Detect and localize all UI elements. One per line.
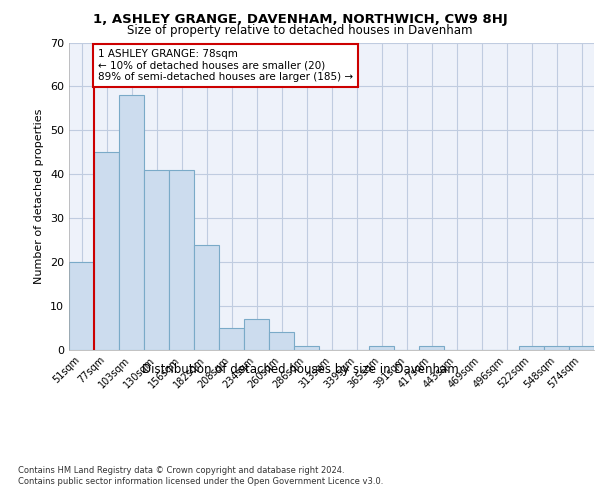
Bar [69,262,94,350]
Bar [94,152,119,350]
Bar [169,170,194,350]
Bar [569,346,594,350]
Text: Contains HM Land Registry data © Crown copyright and database right 2024.: Contains HM Land Registry data © Crown c… [18,466,344,475]
Y-axis label: Number of detached properties: Number of detached properties [34,108,44,284]
Bar [419,346,444,350]
Bar [219,328,244,350]
Bar [544,346,569,350]
Bar [144,170,169,350]
Bar [269,332,294,350]
Text: Contains public sector information licensed under the Open Government Licence v3: Contains public sector information licen… [18,478,383,486]
Text: 1, ASHLEY GRANGE, DAVENHAM, NORTHWICH, CW9 8HJ: 1, ASHLEY GRANGE, DAVENHAM, NORTHWICH, C… [92,12,508,26]
Bar [519,346,544,350]
Text: 1 ASHLEY GRANGE: 78sqm
← 10% of detached houses are smaller (20)
89% of semi-det: 1 ASHLEY GRANGE: 78sqm ← 10% of detached… [98,49,353,82]
Text: Size of property relative to detached houses in Davenham: Size of property relative to detached ho… [127,24,473,37]
Bar [294,346,319,350]
Bar [194,244,219,350]
Bar [244,320,269,350]
Bar [369,346,394,350]
Text: Distribution of detached houses by size in Davenham: Distribution of detached houses by size … [142,362,458,376]
Bar [119,95,144,350]
